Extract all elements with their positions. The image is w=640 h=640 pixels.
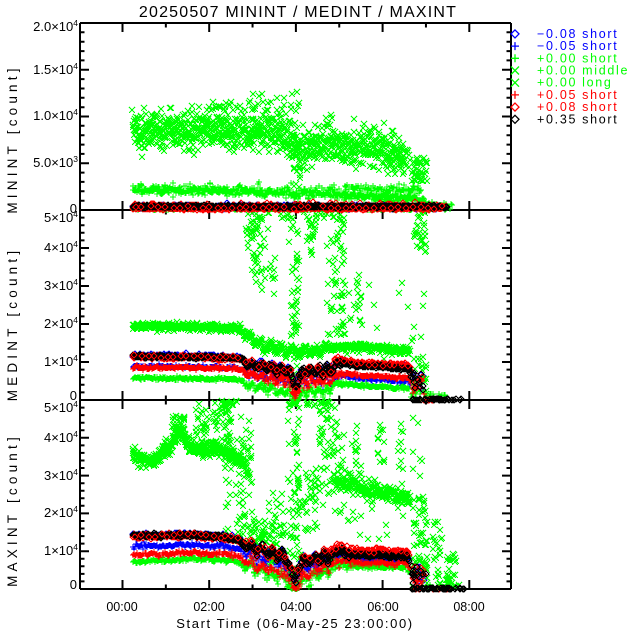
svg-text:0: 0	[70, 388, 77, 403]
svg-text:08:00: 08:00	[453, 600, 484, 614]
svg-text:04:00: 04:00	[280, 600, 311, 614]
svg-text:5.0×103: 5.0×103	[33, 154, 78, 170]
svg-text:1.0×104: 1.0×104	[33, 107, 78, 123]
svg-text:2.0×104: 2.0×104	[33, 18, 78, 34]
svg-text:0: 0	[70, 577, 77, 592]
svg-text:4×104: 4×104	[44, 429, 78, 445]
svg-text:3×104: 3×104	[44, 277, 78, 293]
svg-text:4×104: 4×104	[44, 239, 78, 255]
svg-text:MEDINT [count]: MEDINT [count]	[5, 247, 20, 402]
svg-text:1×104: 1×104	[44, 353, 78, 369]
svg-text:MAXINT [count]: MAXINT [count]	[5, 433, 20, 587]
svg-text:MININT [count]: MININT [count]	[5, 64, 20, 213]
svg-text:20250507 MININT / MEDINT / MA: 20250507 MININT / MEDINT / MAXINT	[139, 4, 457, 21]
svg-text:2×104: 2×104	[44, 315, 78, 331]
svg-text:06:00: 06:00	[367, 600, 398, 614]
svg-text:2×104: 2×104	[44, 504, 78, 520]
svg-text:02:00: 02:00	[193, 600, 224, 614]
svg-text:00:00: 00:00	[106, 600, 137, 614]
svg-text:5×104: 5×104	[44, 209, 78, 225]
svg-text:Start Time (06-May-25 23:00:00: Start Time (06-May-25 23:00:00)	[176, 616, 413, 631]
svg-text:0: 0	[70, 201, 77, 216]
svg-text:1×104: 1×104	[44, 542, 78, 558]
svg-text:3×104: 3×104	[44, 467, 78, 483]
svg-text:5×104: 5×104	[44, 399, 78, 415]
svg-text:1.5×104: 1.5×104	[33, 61, 78, 77]
